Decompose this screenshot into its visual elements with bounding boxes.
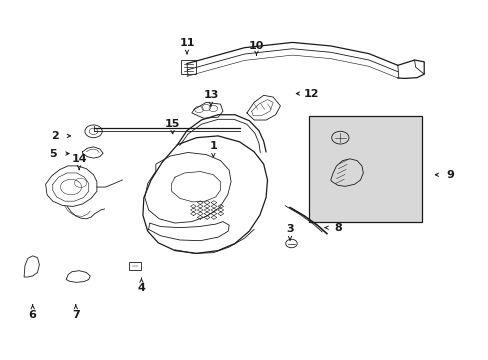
Text: 9: 9	[446, 170, 453, 180]
Text: 11: 11	[179, 38, 194, 48]
Bar	[129, 262, 141, 270]
Text: 8: 8	[333, 222, 341, 233]
Text: 7: 7	[72, 310, 80, 320]
Text: 14: 14	[71, 154, 87, 164]
Text: 10: 10	[248, 41, 264, 51]
Text: 6: 6	[29, 310, 37, 320]
Text: 15: 15	[164, 118, 180, 129]
Text: 1: 1	[209, 141, 217, 152]
Bar	[181, 60, 195, 74]
Text: 2: 2	[51, 131, 59, 141]
Bar	[308, 117, 421, 222]
Text: 3: 3	[285, 224, 293, 234]
Text: 5: 5	[49, 149, 57, 158]
Text: 4: 4	[137, 283, 145, 293]
Text: 12: 12	[303, 89, 319, 99]
Text: 13: 13	[203, 90, 218, 100]
